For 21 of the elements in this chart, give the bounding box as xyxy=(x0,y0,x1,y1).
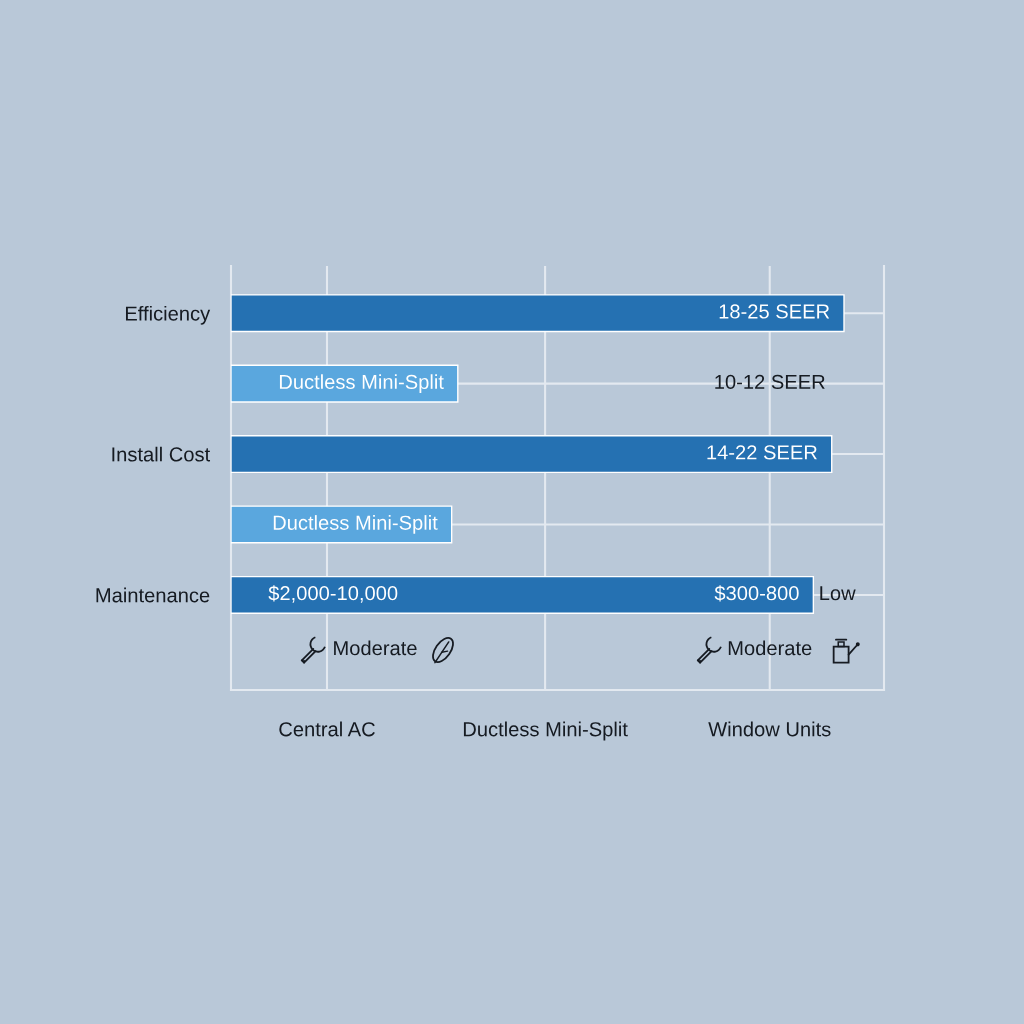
annotation: $2,000-10,000 xyxy=(268,585,398,603)
bar xyxy=(231,575,815,614)
text: Window Units xyxy=(708,721,831,737)
y-tick-label: Efficiency xyxy=(125,305,211,325)
annotation: Ductless Mini-Split xyxy=(279,374,444,394)
annotation: Low xyxy=(820,586,856,601)
annotation: 14-22 SEER xyxy=(707,445,817,460)
annotation: Ductless Mini-Split xyxy=(273,515,438,534)
annotation: 10-12 SEER xyxy=(715,374,825,390)
annotation: $300-800 xyxy=(714,585,799,602)
bar xyxy=(231,505,453,544)
y-tick-label: Install Cost xyxy=(112,446,211,462)
bar xyxy=(231,364,459,403)
text: Central AC xyxy=(279,721,375,737)
y-tick-label: Maintenance xyxy=(96,587,210,603)
bar xyxy=(231,294,845,333)
annotation: Moderate xyxy=(728,640,812,656)
annotation: Moderate xyxy=(334,640,417,656)
bar xyxy=(231,435,833,474)
annotation: 18-25 SEER xyxy=(719,304,830,319)
text: Ductless Mini-Split xyxy=(463,721,628,741)
